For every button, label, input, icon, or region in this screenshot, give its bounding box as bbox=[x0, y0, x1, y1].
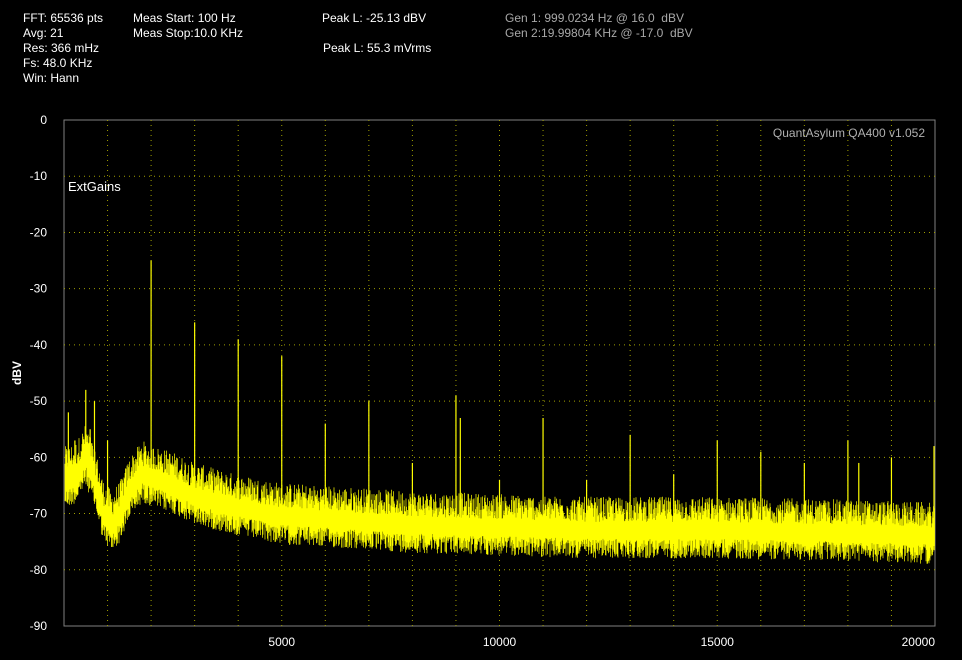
meas-stop: Meas Stop:10.0 KHz bbox=[133, 26, 244, 40]
x-tick-labels: 5000 10000 15000 20000 bbox=[268, 635, 935, 649]
y-tick-label: -40 bbox=[30, 338, 48, 352]
y-tick-label: -60 bbox=[30, 450, 48, 464]
annotation-extgains: ExtGains bbox=[68, 179, 121, 194]
averages: Avg: 21 bbox=[23, 26, 64, 40]
y-tick-label: -90 bbox=[30, 619, 48, 633]
y-tick-label: -80 bbox=[30, 563, 48, 577]
y-tick-label: -10 bbox=[30, 169, 48, 183]
y-tick-label: -50 bbox=[30, 394, 48, 408]
x-tick-label: 15000 bbox=[701, 635, 735, 649]
peak-dbv: Peak L: -25.13 dBV bbox=[322, 11, 427, 25]
peak-rms: Peak L: 55.3 mVrms bbox=[323, 41, 432, 55]
fft-size: FFT: 65536 pts bbox=[23, 11, 104, 25]
gen1-readout: Gen 1: 999.0234 Hz @ 16.0 dBV bbox=[505, 11, 684, 25]
resolution: Res: 366 mHz bbox=[23, 41, 100, 55]
spectrum-trace bbox=[64, 260, 935, 564]
y-tick-label: 0 bbox=[40, 113, 47, 127]
y-tick-label: -30 bbox=[30, 282, 48, 296]
y-tick-label: -70 bbox=[30, 507, 48, 521]
sample-rate: Fs: 48.0 KHz bbox=[23, 56, 93, 70]
gen2-readout: Gen 2:19.99804 KHz @ -17.0 dBV bbox=[505, 26, 693, 40]
window: Win: Hann bbox=[23, 71, 80, 85]
x-tick-label: 5000 bbox=[268, 635, 295, 649]
x-tick-label: 20000 bbox=[902, 635, 936, 649]
noise-floor bbox=[64, 426, 935, 564]
y-axis-label: dBV bbox=[10, 361, 24, 385]
y-tick-label: -20 bbox=[30, 225, 48, 239]
watermark: QuantAsylum QA400 v1.052 bbox=[773, 126, 925, 140]
meas-start: Meas Start: 100 Hz bbox=[133, 11, 236, 25]
y-tick-labels: 0 -10 -20 -30 -40 -50 -60 -70 -80 -90 bbox=[30, 113, 48, 633]
x-tick-label: 10000 bbox=[483, 635, 517, 649]
